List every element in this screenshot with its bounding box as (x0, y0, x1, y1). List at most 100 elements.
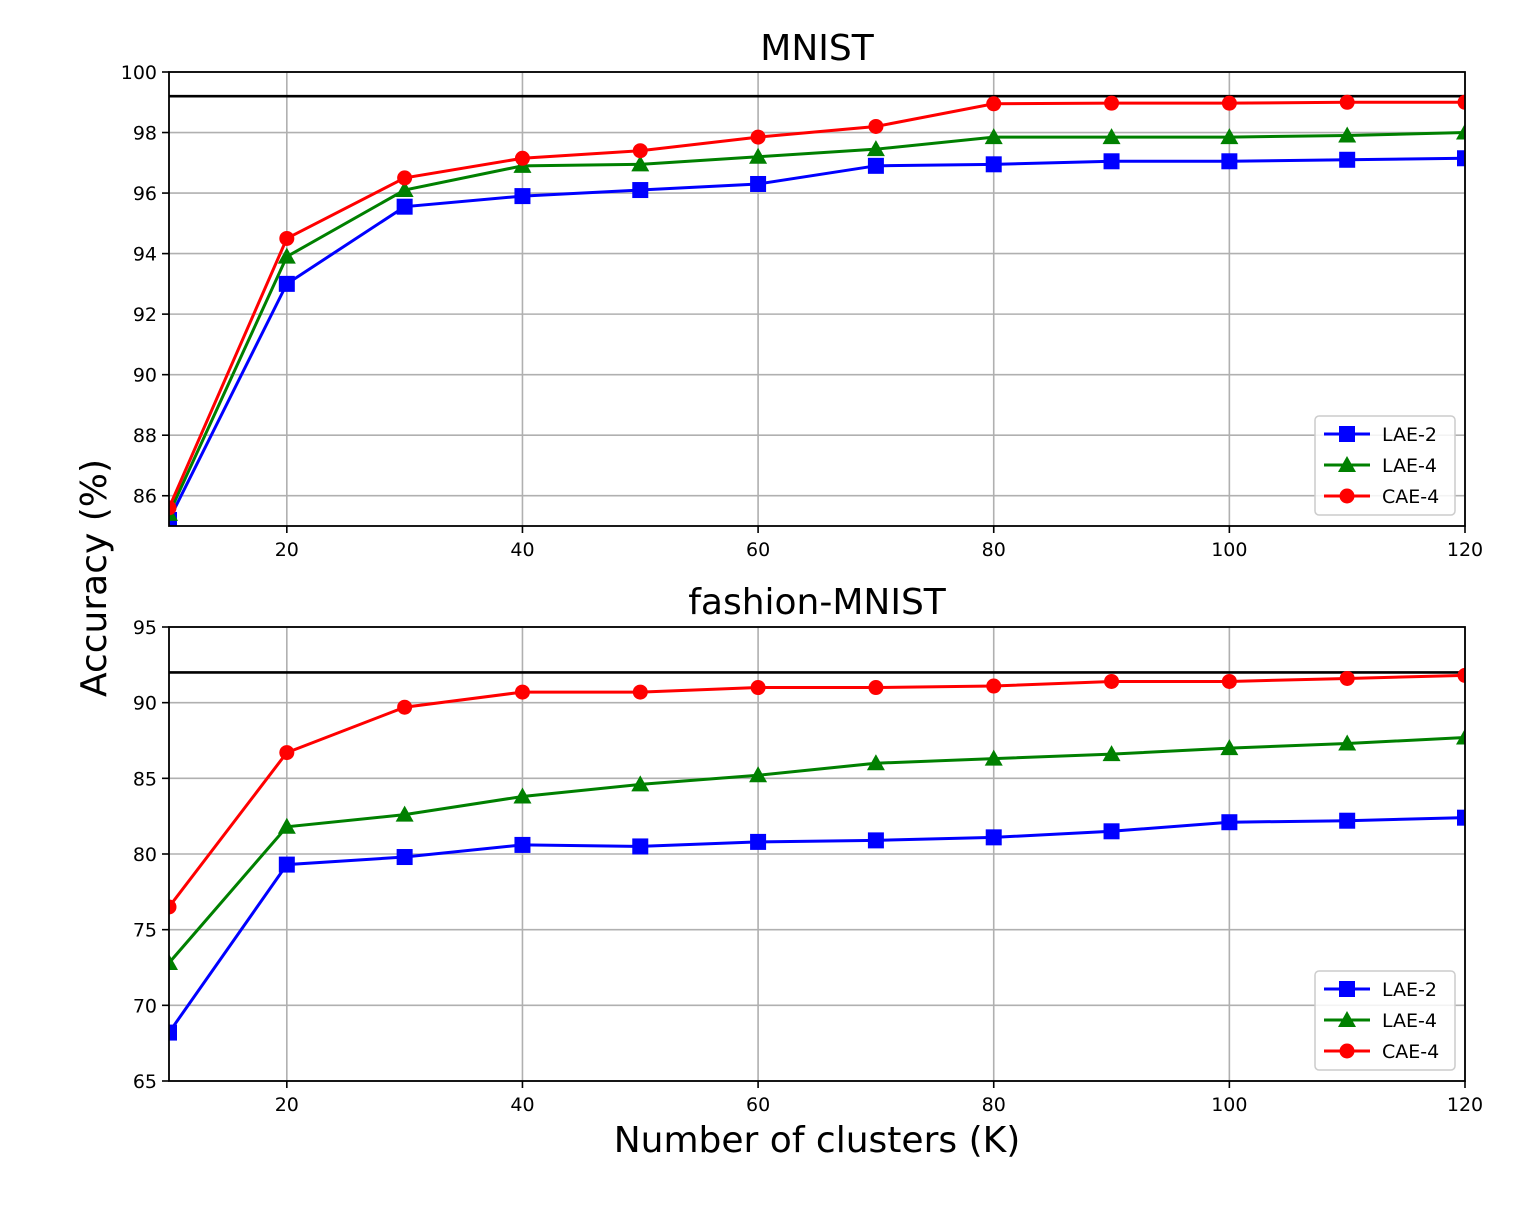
data-point-lae-4 (1338, 734, 1357, 751)
data-point-lae-2 (514, 836, 531, 853)
data-point-lae-4 (984, 128, 1003, 145)
data-point-lae-2 (278, 856, 295, 873)
data-point-cae-4 (397, 699, 413, 715)
data-point-cae-4 (986, 96, 1002, 112)
x-tick-label: 60 (746, 539, 770, 561)
data-point-lae-2 (514, 188, 531, 205)
data-point-cae-4 (1221, 95, 1237, 111)
data-point-cae-4 (1104, 95, 1120, 111)
x-tick-label: 20 (275, 1094, 299, 1116)
chart-title: MNIST (760, 28, 874, 69)
y-tick-label: 90 (133, 693, 157, 715)
data-point-cae-4 (750, 129, 766, 145)
data-point-lae-4 (277, 247, 296, 264)
data-point-cae-4 (1221, 673, 1237, 689)
data-point-lae-4 (395, 805, 414, 822)
data-point-lae-4 (866, 754, 885, 771)
x-tick-label: 40 (510, 1094, 534, 1116)
series-line-lae-2 (169, 816, 1465, 1034)
data-point-lae-2 (1457, 150, 1465, 167)
data-point-lae-2 (169, 1024, 177, 1041)
x-tick-label: 20 (275, 539, 299, 561)
x-tick-label: 100 (1211, 1094, 1247, 1116)
data-point-lae-2 (750, 175, 767, 192)
x-tick-label: 40 (510, 539, 534, 561)
data-point-lae-2 (1457, 809, 1465, 826)
data-point-lae-2 (867, 157, 884, 174)
y-tick-label: 95 (133, 617, 157, 639)
y-tick-label: 85 (133, 768, 157, 790)
data-point-cae-4 (1457, 667, 1465, 683)
data-point-lae-4 (631, 775, 650, 792)
x-axis-label: Number of clusters (K) (614, 1120, 1021, 1161)
data-point-lae-2 (1103, 823, 1120, 840)
legend-label: CAE-4 (1382, 1041, 1439, 1063)
x-tick-label: 120 (1447, 539, 1483, 561)
legend-marker (1339, 488, 1355, 504)
data-point-lae-4 (395, 181, 414, 198)
data-point-lae-4 (513, 787, 532, 804)
x-tick-label: 60 (746, 1094, 770, 1116)
data-point-cae-4 (1339, 670, 1355, 686)
legend-label: LAE-2 (1382, 979, 1437, 1001)
y-tick-label: 75 (133, 920, 157, 942)
series-line-lae-4 (169, 735, 1465, 964)
legend-label: LAE-2 (1382, 424, 1437, 446)
data-point-lae-4 (277, 817, 296, 834)
y-tick-label: 70 (133, 995, 157, 1017)
legend-marker (1338, 456, 1356, 472)
y-tick-label: 98 (133, 123, 157, 145)
data-point-cae-4 (279, 745, 295, 761)
x-tick-label: 80 (982, 1094, 1006, 1116)
fashion-mnist-panel: 20 40 60 80 100 120 65 70 75 80 85 90 95 fashion-MNIS… (133, 582, 1483, 1116)
legend-label: CAE-4 (1382, 486, 1439, 508)
data-point-cae-4 (632, 143, 648, 159)
data-point-lae-4 (1102, 128, 1121, 145)
legend-label: LAE-4 (1382, 1010, 1437, 1032)
legend-marker (1339, 981, 1355, 997)
data-point-cae-4 (1457, 94, 1465, 110)
data-point-lae-4 (749, 147, 768, 164)
legend: LAE-2 LAE-4 CAE-4 (1314, 970, 1456, 1071)
data-point-lae-4 (1456, 728, 1465, 745)
data-point-lae-4 (984, 749, 1003, 766)
legend-marker (1339, 1043, 1355, 1059)
y-tick-label: 90 (133, 365, 157, 387)
data-point-lae-4 (631, 155, 650, 172)
y-tick-label: 96 (133, 183, 157, 205)
data-point-lae-4 (1102, 745, 1121, 762)
data-point-cae-4 (514, 684, 530, 700)
data-point-lae-4 (1456, 123, 1465, 140)
series-line-cae-4 (169, 100, 1465, 509)
data-point-lae-2 (396, 849, 413, 866)
series-line-lae-4 (169, 131, 1465, 515)
data-point-lae-2 (1221, 814, 1238, 831)
data-point-lae-2 (985, 156, 1002, 173)
data-point-cae-4 (169, 500, 177, 516)
plot-area (169, 667, 1465, 1041)
plot-area (169, 94, 1465, 526)
data-point-lae-4 (169, 953, 178, 970)
data-point-cae-4 (1104, 673, 1120, 689)
data-point-lae-4 (1220, 128, 1239, 145)
data-point-cae-4 (514, 150, 530, 166)
y-tick-label: 65 (133, 1071, 157, 1093)
data-point-lae-4 (1220, 739, 1239, 756)
data-point-lae-4 (749, 766, 768, 783)
data-point-cae-4 (632, 684, 648, 700)
y-tick-label: 86 (133, 486, 157, 508)
y-tick-label: 94 (133, 244, 157, 266)
data-point-lae-2 (632, 182, 649, 199)
y-tick-label: 80 (133, 844, 157, 866)
mnist-panel: 20 40 60 80 100 120 86 88 90 92 94 96 98 100 MNIST LAE-… (121, 28, 1483, 561)
x-tick-label: 120 (1447, 1094, 1483, 1116)
data-point-lae-2 (867, 832, 884, 849)
data-point-lae-2 (985, 829, 1002, 846)
y-axis-label: Accuracy (%) (74, 459, 115, 697)
data-point-cae-4 (986, 678, 1002, 694)
y-tick-label: 92 (133, 304, 157, 326)
data-point-lae-2 (1221, 153, 1238, 170)
y-tick-label: 88 (133, 425, 157, 447)
legend: LAE-2 LAE-4 CAE-4 (1314, 415, 1456, 516)
data-point-lae-4 (866, 140, 885, 157)
